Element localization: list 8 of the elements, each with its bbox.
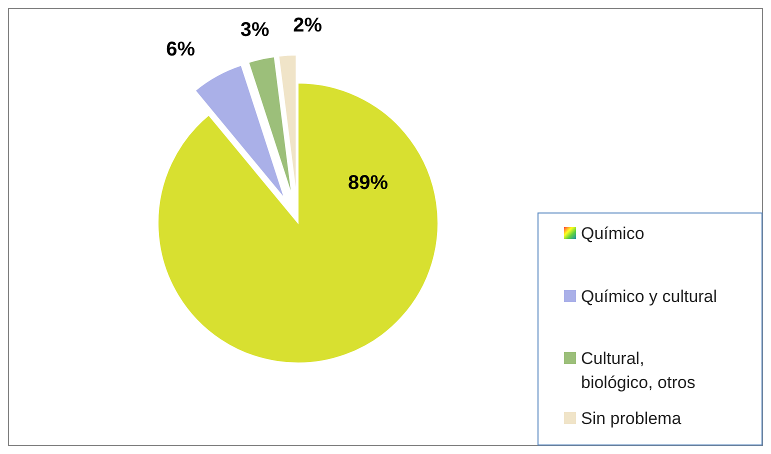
legend-label: Sin problema (581, 408, 682, 428)
data-label: 3% (240, 18, 270, 41)
legend-label: Cultural, biológico, otros (581, 348, 696, 392)
legend-label: Químico (581, 224, 644, 242)
data-label: 89% (348, 172, 388, 194)
data-label: 6% (166, 38, 196, 60)
legend-label: Químico y cultural (581, 286, 718, 306)
data-label: 2% (293, 14, 322, 36)
